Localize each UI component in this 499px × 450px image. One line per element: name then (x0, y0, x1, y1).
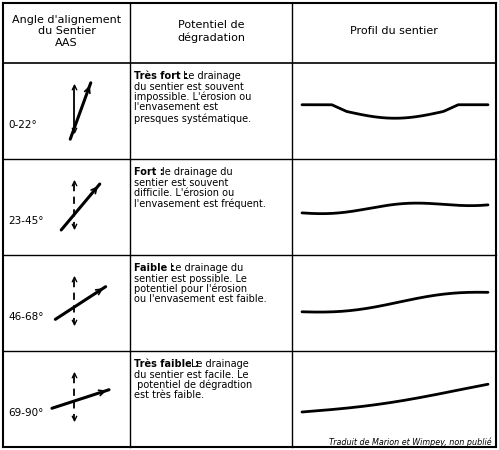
Text: 23-45°: 23-45° (8, 216, 43, 226)
Text: Potentiel de
dégradation: Potentiel de dégradation (177, 20, 245, 43)
Text: Le drainage du: Le drainage du (171, 263, 244, 273)
Text: du sentier est facile. Le: du sentier est facile. Le (134, 369, 249, 379)
Text: Très fort :: Très fort : (134, 71, 192, 81)
Text: Profil du sentier: Profil du sentier (350, 27, 438, 36)
Text: Fort :: Fort : (134, 167, 167, 177)
Text: 0-22°: 0-22° (8, 120, 37, 130)
Text: sentier est souvent: sentier est souvent (134, 177, 229, 188)
Text: Le drainage: Le drainage (183, 71, 241, 81)
Text: potentiel de dégradtion: potentiel de dégradtion (134, 380, 252, 391)
Text: 69-90°: 69-90° (8, 408, 43, 418)
Text: Angle d'alignement
du Sentier
AAS: Angle d'alignement du Sentier AAS (12, 15, 121, 48)
Text: l'envasement est: l'envasement est (134, 103, 218, 112)
Text: ou l'envasement est faible.: ou l'envasement est faible. (134, 294, 266, 305)
Text: Très faible :: Très faible : (134, 359, 203, 369)
Text: potentiel pour l'érosion: potentiel pour l'érosion (134, 284, 247, 294)
Text: l'envasement est fréquent.: l'envasement est fréquent. (134, 198, 266, 209)
Text: est très faible.: est très faible. (134, 391, 204, 401)
Text: presques systématique.: presques systématique. (134, 113, 251, 123)
Text: difficile. L'érosion ou: difficile. L'érosion ou (134, 188, 234, 198)
Text: Le drainage: Le drainage (191, 359, 249, 369)
Text: le drainage du: le drainage du (162, 167, 233, 177)
Text: Faible :: Faible : (134, 263, 178, 273)
Text: du sentier est souvent: du sentier est souvent (134, 81, 244, 91)
Text: 46-68°: 46-68° (8, 312, 43, 322)
Text: Traduit de Marion et Wimpey, non publié: Traduit de Marion et Wimpey, non publié (329, 437, 492, 447)
Text: sentier est possible. Le: sentier est possible. Le (134, 274, 247, 284)
Text: impossible. L'érosion ou: impossible. L'érosion ou (134, 92, 251, 103)
